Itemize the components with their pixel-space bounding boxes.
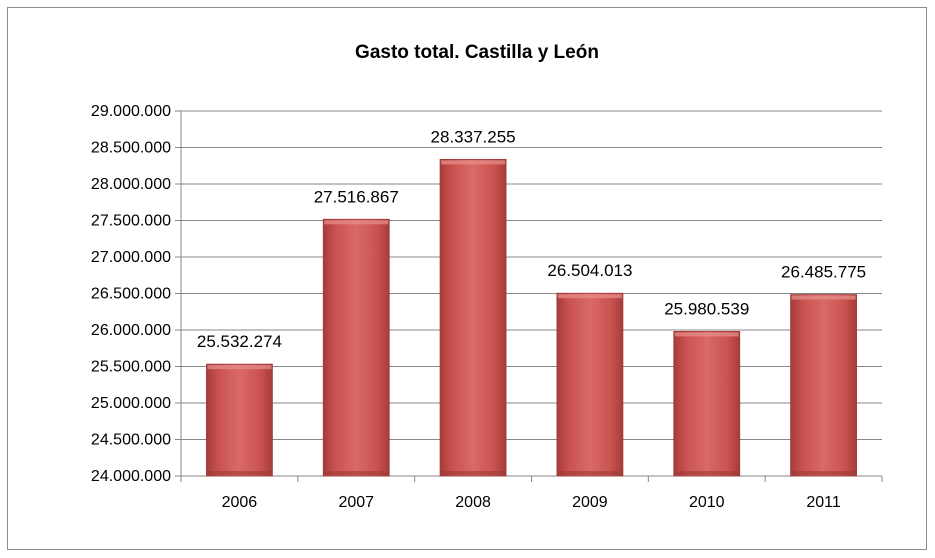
bar-bevel-bottom [674,471,739,475]
x-tick-label: 2008 [455,494,491,511]
bar-bevel-top [674,332,739,337]
bar [206,363,273,477]
x-tick-label: 2011 [806,494,841,511]
bars [206,158,857,477]
bar-bevel-top [441,160,506,165]
y-tick-label: 29.000.000 [91,103,171,120]
x-tick-label: 2007 [338,494,374,511]
bar-2010 [673,331,741,477]
data-label: 25.532.274 [197,332,282,351]
bar [322,218,390,477]
y-tick-label: 26.500.000 [91,286,171,303]
bar [790,294,857,477]
y-tick-label: 28.500.000 [91,140,171,157]
x-tick-label: 2010 [689,494,725,511]
data-label: 28.337.255 [431,127,516,146]
y-tick-label: 24.000.000 [91,468,171,485]
data-label: 27.516.867 [314,187,399,206]
chart-title: Gasto total. Castilla y León [355,42,599,63]
data-label: 25.980.539 [664,299,749,318]
chart-area: Gasto total. Castilla y León 24.000.000 2… [7,7,927,550]
bar-bevel-top [324,220,389,225]
data-label: 26.485.775 [781,263,866,282]
gridlines [175,110,882,477]
x-tick-label: 2006 [222,494,258,511]
bar-bevel-top [207,365,272,370]
x-tick-label: 2009 [572,494,608,511]
bar-2007 [322,218,390,477]
bar [439,158,507,477]
y-tick-label: 27.000.000 [91,249,171,266]
bar-2011 [790,294,857,477]
axes: 24.000.000 24.500.000 25.000.000 25.500.000… [91,103,883,511]
bar-bevel-bottom [441,471,506,475]
y-tick-label: 25.000.000 [91,395,171,412]
bar [673,331,741,477]
bar-2008 [439,158,507,477]
bar-2009 [556,292,624,477]
y-tick-label: 27.500.000 [91,213,171,230]
data-label: 26.504.013 [547,261,632,280]
bar-bevel-bottom [207,471,272,475]
bar-bevel-top [791,295,856,300]
bar [556,292,624,477]
y-tick-label: 26.000.000 [91,322,171,339]
y-tick-label: 25.500.000 [91,359,171,376]
bar-bevel-bottom [324,471,389,475]
y-tick-label: 28.000.000 [91,176,171,193]
y-tick-label: 24.500.000 [91,432,171,449]
bar-bevel-bottom [791,471,856,475]
bar-chart: Gasto total. Castilla y León 24.000.0002… [91,42,883,511]
data-labels: 25.532.274 27.516.867 28.337.255 26.504.013… [197,127,866,351]
bar-bevel-top [557,294,622,299]
bar-2006 [206,363,273,477]
bar-bevel-bottom [557,471,622,475]
